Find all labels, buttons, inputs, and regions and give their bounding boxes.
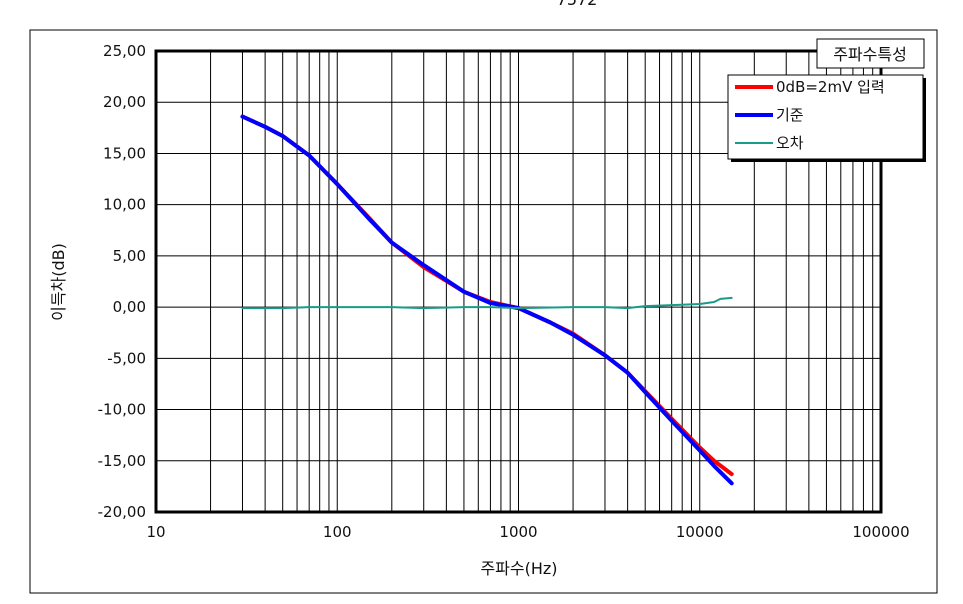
y-tick-label: 5,00 xyxy=(113,247,146,265)
legend-label-error: 오차 xyxy=(776,134,804,152)
series-line-reference xyxy=(240,114,734,486)
y-tick-label: -20,00 xyxy=(98,503,146,521)
legend-label-reference: 기준 xyxy=(776,106,804,124)
legend-shadow-bottom xyxy=(731,159,926,162)
plot-area xyxy=(154,49,883,514)
legend-shadow-right xyxy=(923,78,926,162)
x-axis-ticks: 10 100 1000 10000 100000 xyxy=(146,523,909,541)
x-tick-label: 1000 xyxy=(499,523,537,541)
y-axis-title: 이득차(dB) xyxy=(49,243,68,321)
legend-label-input: 0dB=2mV 입력 xyxy=(776,78,885,96)
x-tick-label: 10 xyxy=(146,523,165,541)
legend: 0dB=2mV 입력 기준 오차 xyxy=(727,74,926,162)
title-box xyxy=(816,38,925,69)
y-tick-label: 20,00 xyxy=(103,93,146,111)
y-tick-label: 15,00 xyxy=(103,144,146,162)
x-tick-label: 100000 xyxy=(852,523,909,541)
x-tick-label: 100 xyxy=(323,523,352,541)
y-tick-label: -15,00 xyxy=(98,452,146,470)
grid-lines xyxy=(156,51,881,512)
y-tick-label: 10,00 xyxy=(103,196,146,214)
chart-title-box: 주파수특성 xyxy=(816,38,925,69)
series-line-error xyxy=(241,296,733,310)
y-axis-ticks: 25,00 20,00 15,00 10,00 5,00 0,00 -5,00 -10,00 -… xyxy=(98,42,146,521)
x-axis-title: 주파수(Hz) xyxy=(480,559,557,578)
series-layer xyxy=(240,114,734,486)
y-tick-label: 25,00 xyxy=(103,42,146,60)
y-tick-label: -10,00 xyxy=(98,401,146,419)
x-tick-label: 10000 xyxy=(676,523,724,541)
chart-title: 주파수특성 xyxy=(833,45,907,64)
header-fragment: 7572 xyxy=(557,0,598,9)
y-tick-label: -5,00 xyxy=(107,349,146,367)
y-tick-label: 0,00 xyxy=(113,298,146,316)
